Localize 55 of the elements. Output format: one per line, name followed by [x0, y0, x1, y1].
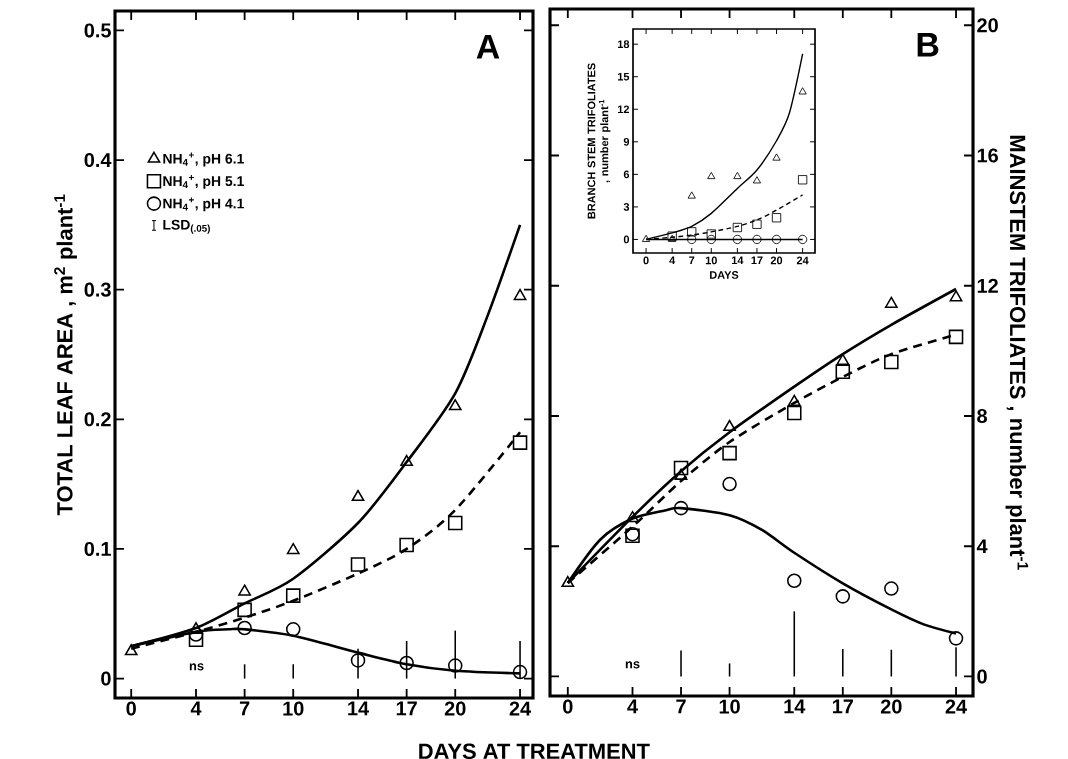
y-tick-label: 15	[617, 72, 630, 81]
annotation: ns	[625, 661, 640, 669]
y-tick-label: 20	[977, 18, 998, 33]
x-axis-title: DAYS	[710, 271, 739, 279]
x-tick-label: 17	[751, 256, 763, 265]
x-tick-label: 7	[676, 699, 686, 714]
y-tick-label: 12	[977, 278, 998, 293]
y-axis-title: BRANCH STEM TRIFOLIATES , number plant$^{-1}$	[587, 63, 611, 219]
x-tick-label: 0	[563, 699, 573, 714]
y-tick-label: 16	[977, 148, 998, 163]
annotation: ns	[189, 663, 204, 671]
x-tick-label: 10	[719, 699, 740, 714]
x-tick-label: 10	[283, 701, 304, 716]
x-tick-label: 0	[126, 701, 136, 716]
x-tick-label: 7	[689, 256, 695, 265]
y-axis-title: TOTAL LEAF AREA , m$^{2}$ plant$^{-1}$	[54, 194, 77, 516]
x-tick-label: 17	[832, 699, 853, 714]
legend-label: NH$_{4}$$^{+}$, pH 6.1	[163, 152, 244, 167]
y-axis-title: MAINSTEM TRIFOLIATES , number plant$^{-1}$	[1005, 135, 1029, 570]
y-tick-label: 12	[617, 105, 630, 114]
x-tick-label: 17	[396, 701, 417, 716]
y-tick-label: 4	[976, 539, 988, 554]
y-tick-label: 3	[623, 203, 630, 211]
y-tick-label: 0	[101, 671, 111, 686]
y-tick-label: 0	[623, 235, 630, 244]
legend-label: LSD$_{(.05)}$	[163, 219, 210, 234]
x-tick-label: 0	[643, 256, 649, 265]
x-tick-label: 24	[945, 699, 967, 714]
x-tick-label: 20	[770, 256, 783, 265]
x-tick-label: 14	[348, 701, 369, 716]
y-tick-label: 0	[977, 669, 987, 684]
x-tick-label: 24	[509, 701, 532, 716]
x-tick-label: 14	[731, 256, 744, 265]
x-tick-label: 20	[880, 699, 902, 714]
text: B	[917, 33, 939, 57]
y-tick-label: 18	[617, 40, 630, 49]
x-tick-label: 4	[669, 256, 676, 265]
legend-label: NH$_{4}$$^{+}$, pH 4.1	[163, 197, 244, 212]
y-tick-label: 0.4	[84, 153, 112, 168]
legend-label: NH$_{4}$$^{+}$, pH 5.1	[163, 174, 244, 189]
text: A	[476, 35, 500, 59]
y-tick-label: 0.1	[84, 541, 111, 556]
x-tick-label: 10	[705, 256, 717, 265]
y-tick-label: 6	[623, 170, 630, 179]
x-tick-label: 4	[190, 701, 202, 716]
y-tick-label: 9	[623, 137, 630, 146]
y-tick-label: 0.2	[84, 412, 111, 427]
x-tick-label: 24	[796, 256, 809, 265]
y-tick-label: 0.5	[84, 23, 111, 38]
y-tick-label: 0.3	[84, 282, 111, 297]
x-tick-label: 7	[239, 701, 250, 716]
x-tick-label: 20	[444, 701, 466, 716]
y-tick-label: 8	[977, 408, 987, 424]
x-axis-title: DAYS AT TREATMENT	[419, 743, 650, 759]
x-tick-label: 14	[784, 699, 806, 714]
